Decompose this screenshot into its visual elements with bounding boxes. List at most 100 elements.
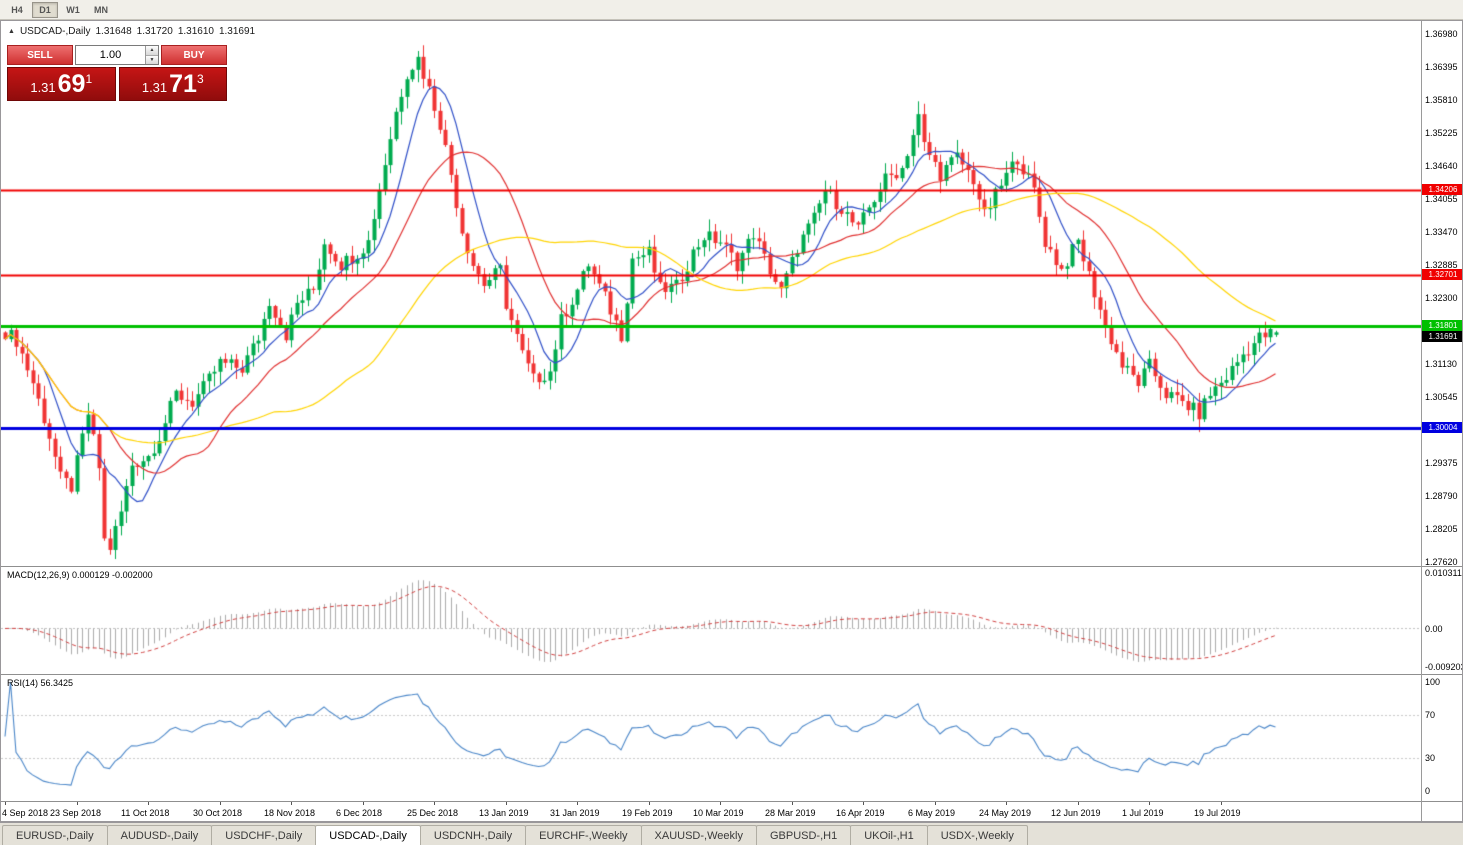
time-axis-tick bbox=[506, 801, 507, 805]
date-label: 16 Apr 2019 bbox=[836, 808, 885, 818]
price-axis-label: 1.35810 bbox=[1425, 95, 1458, 105]
sell-button[interactable]: SELL bbox=[7, 45, 73, 65]
time-axis-tick bbox=[792, 801, 793, 805]
rsi-axis-label: 0 bbox=[1425, 786, 1431, 796]
one-click-trade-panel: SELL ▲ ▼ BUY 1.31 69 1 1.31 71 3 bbox=[7, 45, 227, 101]
date-label: 4 Sep 2018 bbox=[2, 808, 49, 818]
time-axis-tick bbox=[363, 801, 364, 805]
price-line-label: 1.32701 bbox=[1422, 269, 1462, 280]
macd-panel-canvas[interactable] bbox=[1, 566, 1421, 674]
macd-axis-label: -0.009203 bbox=[1425, 662, 1463, 672]
buy-price-point: 3 bbox=[196, 72, 204, 86]
date-label: 6 May 2019 bbox=[908, 808, 956, 818]
panel-separator bbox=[1, 566, 1462, 567]
period-toolbar: H4 D1 W1 MN bbox=[0, 0, 1463, 20]
chart-tab-audusd-daily[interactable]: AUDUSD-,Daily bbox=[106, 825, 213, 845]
date-label: 25 Dec 2018 bbox=[407, 808, 459, 818]
sell-price-display[interactable]: 1.31 69 1 bbox=[7, 67, 116, 101]
price-axis-label: 1.32885 bbox=[1425, 260, 1458, 270]
price-axis[interactable]: 1.36980 1.36395 1.35810 1.35225 1.34640 1.340… bbox=[1422, 21, 1463, 821]
volume-spinner: ▲ ▼ bbox=[145, 46, 158, 64]
period-button-mn[interactable]: MN bbox=[94, 4, 108, 15]
date-label: 18 Nov 2018 bbox=[264, 808, 316, 818]
sell-price-base: 1.31 bbox=[30, 79, 56, 95]
main-chart-canvas[interactable] bbox=[1, 21, 1421, 566]
time-axis-tick bbox=[935, 801, 936, 805]
time-axis-tick bbox=[1006, 801, 1007, 805]
date-label: 1 Jul 2019 bbox=[1122, 808, 1164, 818]
time-axis-tick bbox=[1149, 801, 1150, 805]
volume-input[interactable] bbox=[76, 46, 145, 64]
time-axis[interactable]: 4 Sep 2018 23 Sep 2018 11 Oct 2018 30 Oct 2… bbox=[1, 801, 1421, 821]
macd-axis-label: 0.010311 bbox=[1425, 568, 1462, 578]
rsi-axis-label: 70 bbox=[1425, 710, 1436, 720]
price-axis-label: 1.32300 bbox=[1425, 293, 1458, 303]
time-axis-tick bbox=[577, 801, 578, 805]
date-label: 12 Jun 2019 bbox=[1051, 808, 1101, 818]
price-axis-label: 1.29375 bbox=[1425, 458, 1458, 468]
time-axis-tick bbox=[291, 801, 292, 805]
price-axis-label: 1.36980 bbox=[1425, 29, 1458, 39]
ohlc-open: 1.31648 bbox=[95, 26, 132, 37]
buy-button[interactable]: BUY bbox=[161, 45, 227, 65]
date-label: 6 Dec 2018 bbox=[336, 808, 383, 818]
price-axis-label: 1.30545 bbox=[1425, 392, 1458, 402]
period-button-d1[interactable]: D1 bbox=[32, 1, 58, 18]
ohlc-high: 1.31720 bbox=[136, 26, 173, 37]
time-axis-tick bbox=[148, 801, 149, 805]
time-axis-tick bbox=[220, 801, 221, 805]
rsi-indicator-label: RSI(14) 56.3425 bbox=[7, 678, 74, 688]
rsi-axis-label: 30 bbox=[1425, 753, 1436, 763]
sell-price-pips: 69 bbox=[57, 69, 86, 98]
ohlc-close: 1.31691 bbox=[218, 26, 256, 37]
chart-tab-eurchf-weekly[interactable]: EURCHF-,Weekly bbox=[525, 825, 642, 845]
chart-tab-xauusd-weekly[interactable]: XAUUSD-,Weekly bbox=[640, 825, 757, 845]
time-axis-tick bbox=[1221, 801, 1222, 805]
price-line-label: 1.31801 bbox=[1422, 320, 1462, 331]
time-axis-tick bbox=[863, 801, 864, 805]
buy-price-base: 1.31 bbox=[141, 79, 168, 95]
time-axis-tick bbox=[720, 801, 721, 805]
ohlc-low: 1.31610 bbox=[177, 26, 214, 37]
chart-tab-usdcnh-daily[interactable]: USDCNH-,Daily bbox=[419, 825, 527, 845]
price-line-label: 1.30004 bbox=[1422, 422, 1462, 433]
period-button-h4[interactable]: H4 bbox=[11, 4, 23, 15]
current-price-label: 1.31691 bbox=[1422, 331, 1462, 342]
date-label: 19 Jul 2019 bbox=[1194, 808, 1241, 818]
chart-tab-gbpusd-h1[interactable]: GBPUSD-,H1 bbox=[755, 825, 852, 845]
price-axis-label: 1.31130 bbox=[1425, 359, 1457, 369]
chart-tab-usdcad-daily[interactable]: USDCAD-,Daily bbox=[315, 825, 421, 845]
price-axis-label: 1.28205 bbox=[1425, 524, 1458, 534]
volume-up-button[interactable]: ▲ bbox=[146, 46, 158, 55]
chart-ohlc-header: ▲ USDCAD-,Daily 1.31648 1.31720 1.31610 … bbox=[8, 26, 255, 37]
rsi-panel-canvas[interactable] bbox=[1, 674, 1421, 801]
volume-down-button[interactable]: ▼ bbox=[146, 54, 158, 64]
price-line-label: 1.34206 bbox=[1422, 184, 1462, 195]
price-axis-border bbox=[1421, 21, 1422, 821]
rsi-axis-label: 100 bbox=[1425, 677, 1441, 687]
volume-control: ▲ ▼ bbox=[75, 45, 159, 65]
date-label: 19 Feb 2019 bbox=[622, 808, 673, 818]
price-axis-label: 1.27620 bbox=[1425, 557, 1458, 567]
period-button-w1[interactable]: W1 bbox=[66, 4, 80, 15]
time-axis-tick bbox=[77, 801, 78, 805]
date-label: 30 Oct 2018 bbox=[193, 808, 243, 818]
price-axis-label: 1.33470 bbox=[1425, 227, 1458, 237]
time-axis-tick bbox=[1078, 801, 1079, 805]
macd-axis-label: 0.00 bbox=[1425, 624, 1443, 634]
chart-tab-ukoil-h1[interactable]: UKOil-,H1 bbox=[850, 825, 928, 845]
price-axis-label: 1.34640 bbox=[1425, 161, 1458, 171]
symbol-arrow-icon: ▲ bbox=[8, 28, 15, 35]
date-label: 13 Jan 2019 bbox=[479, 808, 529, 818]
chart-tab-eurusd-daily[interactable]: EURUSD-,Daily bbox=[2, 825, 108, 845]
price-axis-label: 1.28790 bbox=[1425, 491, 1458, 501]
date-label: 28 Mar 2019 bbox=[765, 808, 816, 818]
price-axis-label: 1.36395 bbox=[1425, 62, 1458, 72]
panel-separator bbox=[1, 674, 1462, 675]
buy-price-display[interactable]: 1.31 71 3 bbox=[118, 67, 227, 101]
date-label: 24 May 2019 bbox=[979, 808, 1032, 818]
chart-window: ▲ USDCAD-,Daily 1.31648 1.31720 1.31610 … bbox=[0, 20, 1463, 822]
chart-tab-usdchf-daily[interactable]: USDCHF-,Daily bbox=[211, 825, 317, 845]
chart-symbol-label: USDCAD-,Daily bbox=[19, 26, 91, 37]
chart-tab-usdx-weekly[interactable]: USDX-,Weekly bbox=[926, 825, 1028, 845]
